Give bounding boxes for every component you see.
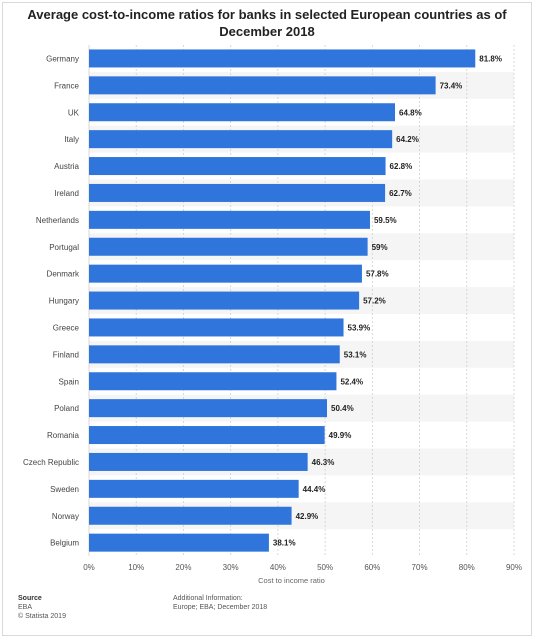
category-label: Portugal bbox=[49, 243, 79, 252]
category-label: Belgium bbox=[50, 539, 79, 548]
tick-label: 90% bbox=[506, 563, 522, 572]
bar bbox=[89, 210, 370, 229]
category-label: Ireland bbox=[55, 189, 79, 198]
category-label: UK bbox=[68, 108, 80, 117]
value-label: 81.8% bbox=[479, 54, 502, 63]
bar bbox=[89, 318, 344, 337]
category-label: Norway bbox=[52, 512, 79, 521]
bar bbox=[89, 426, 325, 445]
bar bbox=[89, 479, 299, 498]
tick-label: 70% bbox=[412, 563, 428, 572]
category-label: Denmark bbox=[47, 270, 80, 279]
category-label: Netherlands bbox=[36, 216, 79, 225]
copyright-text: © Statista 2019 bbox=[18, 613, 66, 620]
value-label: 50.4% bbox=[331, 404, 354, 413]
chart-title: Average cost-to-income ratios for banks … bbox=[27, 7, 507, 39]
value-label: 53.1% bbox=[344, 350, 367, 359]
value-label: 59% bbox=[372, 243, 388, 252]
category-labels: Germany France UK Italy Austria Ireland Nether… bbox=[23, 54, 80, 547]
bar bbox=[89, 399, 327, 418]
additional-info-heading: Additional Information: bbox=[173, 595, 243, 602]
value-label: 44.4% bbox=[303, 485, 326, 494]
value-label: 62.8% bbox=[390, 162, 413, 171]
bar bbox=[89, 372, 337, 391]
category-label: France bbox=[54, 81, 79, 90]
value-label: 64.2% bbox=[396, 135, 419, 144]
value-label: 73.4% bbox=[440, 81, 463, 90]
tick-label: 80% bbox=[459, 563, 475, 572]
tick-label: 60% bbox=[364, 563, 380, 572]
tick-label: 10% bbox=[128, 563, 144, 572]
tick-label: 50% bbox=[317, 563, 333, 572]
bar bbox=[89, 183, 386, 202]
value-label: 42.9% bbox=[296, 512, 319, 521]
value-label: 59.5% bbox=[374, 216, 397, 225]
x-axis-title: Cost to income ratio bbox=[258, 576, 325, 585]
category-label: Czech Republic bbox=[23, 458, 79, 467]
category-label: Hungary bbox=[49, 297, 79, 306]
value-label: 46.3% bbox=[312, 458, 335, 467]
additional-info-text: Europe; EBA; December 2018 bbox=[173, 604, 268, 611]
value-label: 62.7% bbox=[389, 189, 412, 198]
value-label: 57.2% bbox=[363, 297, 386, 306]
bar bbox=[89, 264, 362, 283]
category-label: Finland bbox=[53, 350, 79, 359]
bar bbox=[89, 452, 308, 471]
category-label: Romania bbox=[47, 431, 80, 440]
tick-label: 0% bbox=[83, 563, 95, 572]
bar bbox=[89, 130, 393, 149]
category-label: Germany bbox=[46, 54, 79, 63]
category-label: Italy bbox=[64, 135, 79, 144]
bar bbox=[89, 506, 292, 525]
source-block: Source EBA © Statista 2019 bbox=[18, 594, 66, 621]
value-label: 38.1% bbox=[273, 539, 296, 548]
source-heading: Source bbox=[18, 595, 42, 602]
category-label: Poland bbox=[54, 404, 79, 413]
bar-chart: Germany France UK Italy Austria Ireland Nether… bbox=[23, 45, 522, 585]
source-text: EBA bbox=[18, 604, 33, 611]
bar bbox=[89, 103, 395, 122]
bar bbox=[89, 76, 436, 95]
value-label: 52.4% bbox=[340, 377, 363, 386]
tick-labels: 0% 10% 20% 30% 40% 50% 60% 70% 80% 90% bbox=[83, 563, 522, 572]
category-label: Austria bbox=[54, 162, 79, 171]
additional-info-block: Additional Information: Europe; EBA; Dec… bbox=[173, 594, 267, 612]
bar bbox=[89, 157, 386, 176]
tick-label: 20% bbox=[175, 563, 191, 572]
tick-label: 40% bbox=[270, 563, 286, 572]
value-label: 64.8% bbox=[399, 108, 422, 117]
category-label: Sweden bbox=[50, 485, 79, 494]
value-label: 57.8% bbox=[366, 270, 389, 279]
category-label: Spain bbox=[59, 377, 79, 386]
bar bbox=[89, 49, 476, 68]
bar bbox=[89, 345, 340, 364]
value-labels: 81.8% 73.4% 64.8% 64.2% 62.8% 62.7% 59.5% 59% 57… bbox=[273, 54, 502, 547]
bar bbox=[89, 237, 368, 256]
category-label: Greece bbox=[53, 323, 80, 332]
value-label: 49.9% bbox=[329, 431, 352, 440]
tick-label: 30% bbox=[223, 563, 239, 572]
value-label: 53.9% bbox=[348, 323, 371, 332]
bar bbox=[89, 291, 360, 310]
bar bbox=[89, 533, 269, 552]
bars bbox=[89, 49, 476, 552]
